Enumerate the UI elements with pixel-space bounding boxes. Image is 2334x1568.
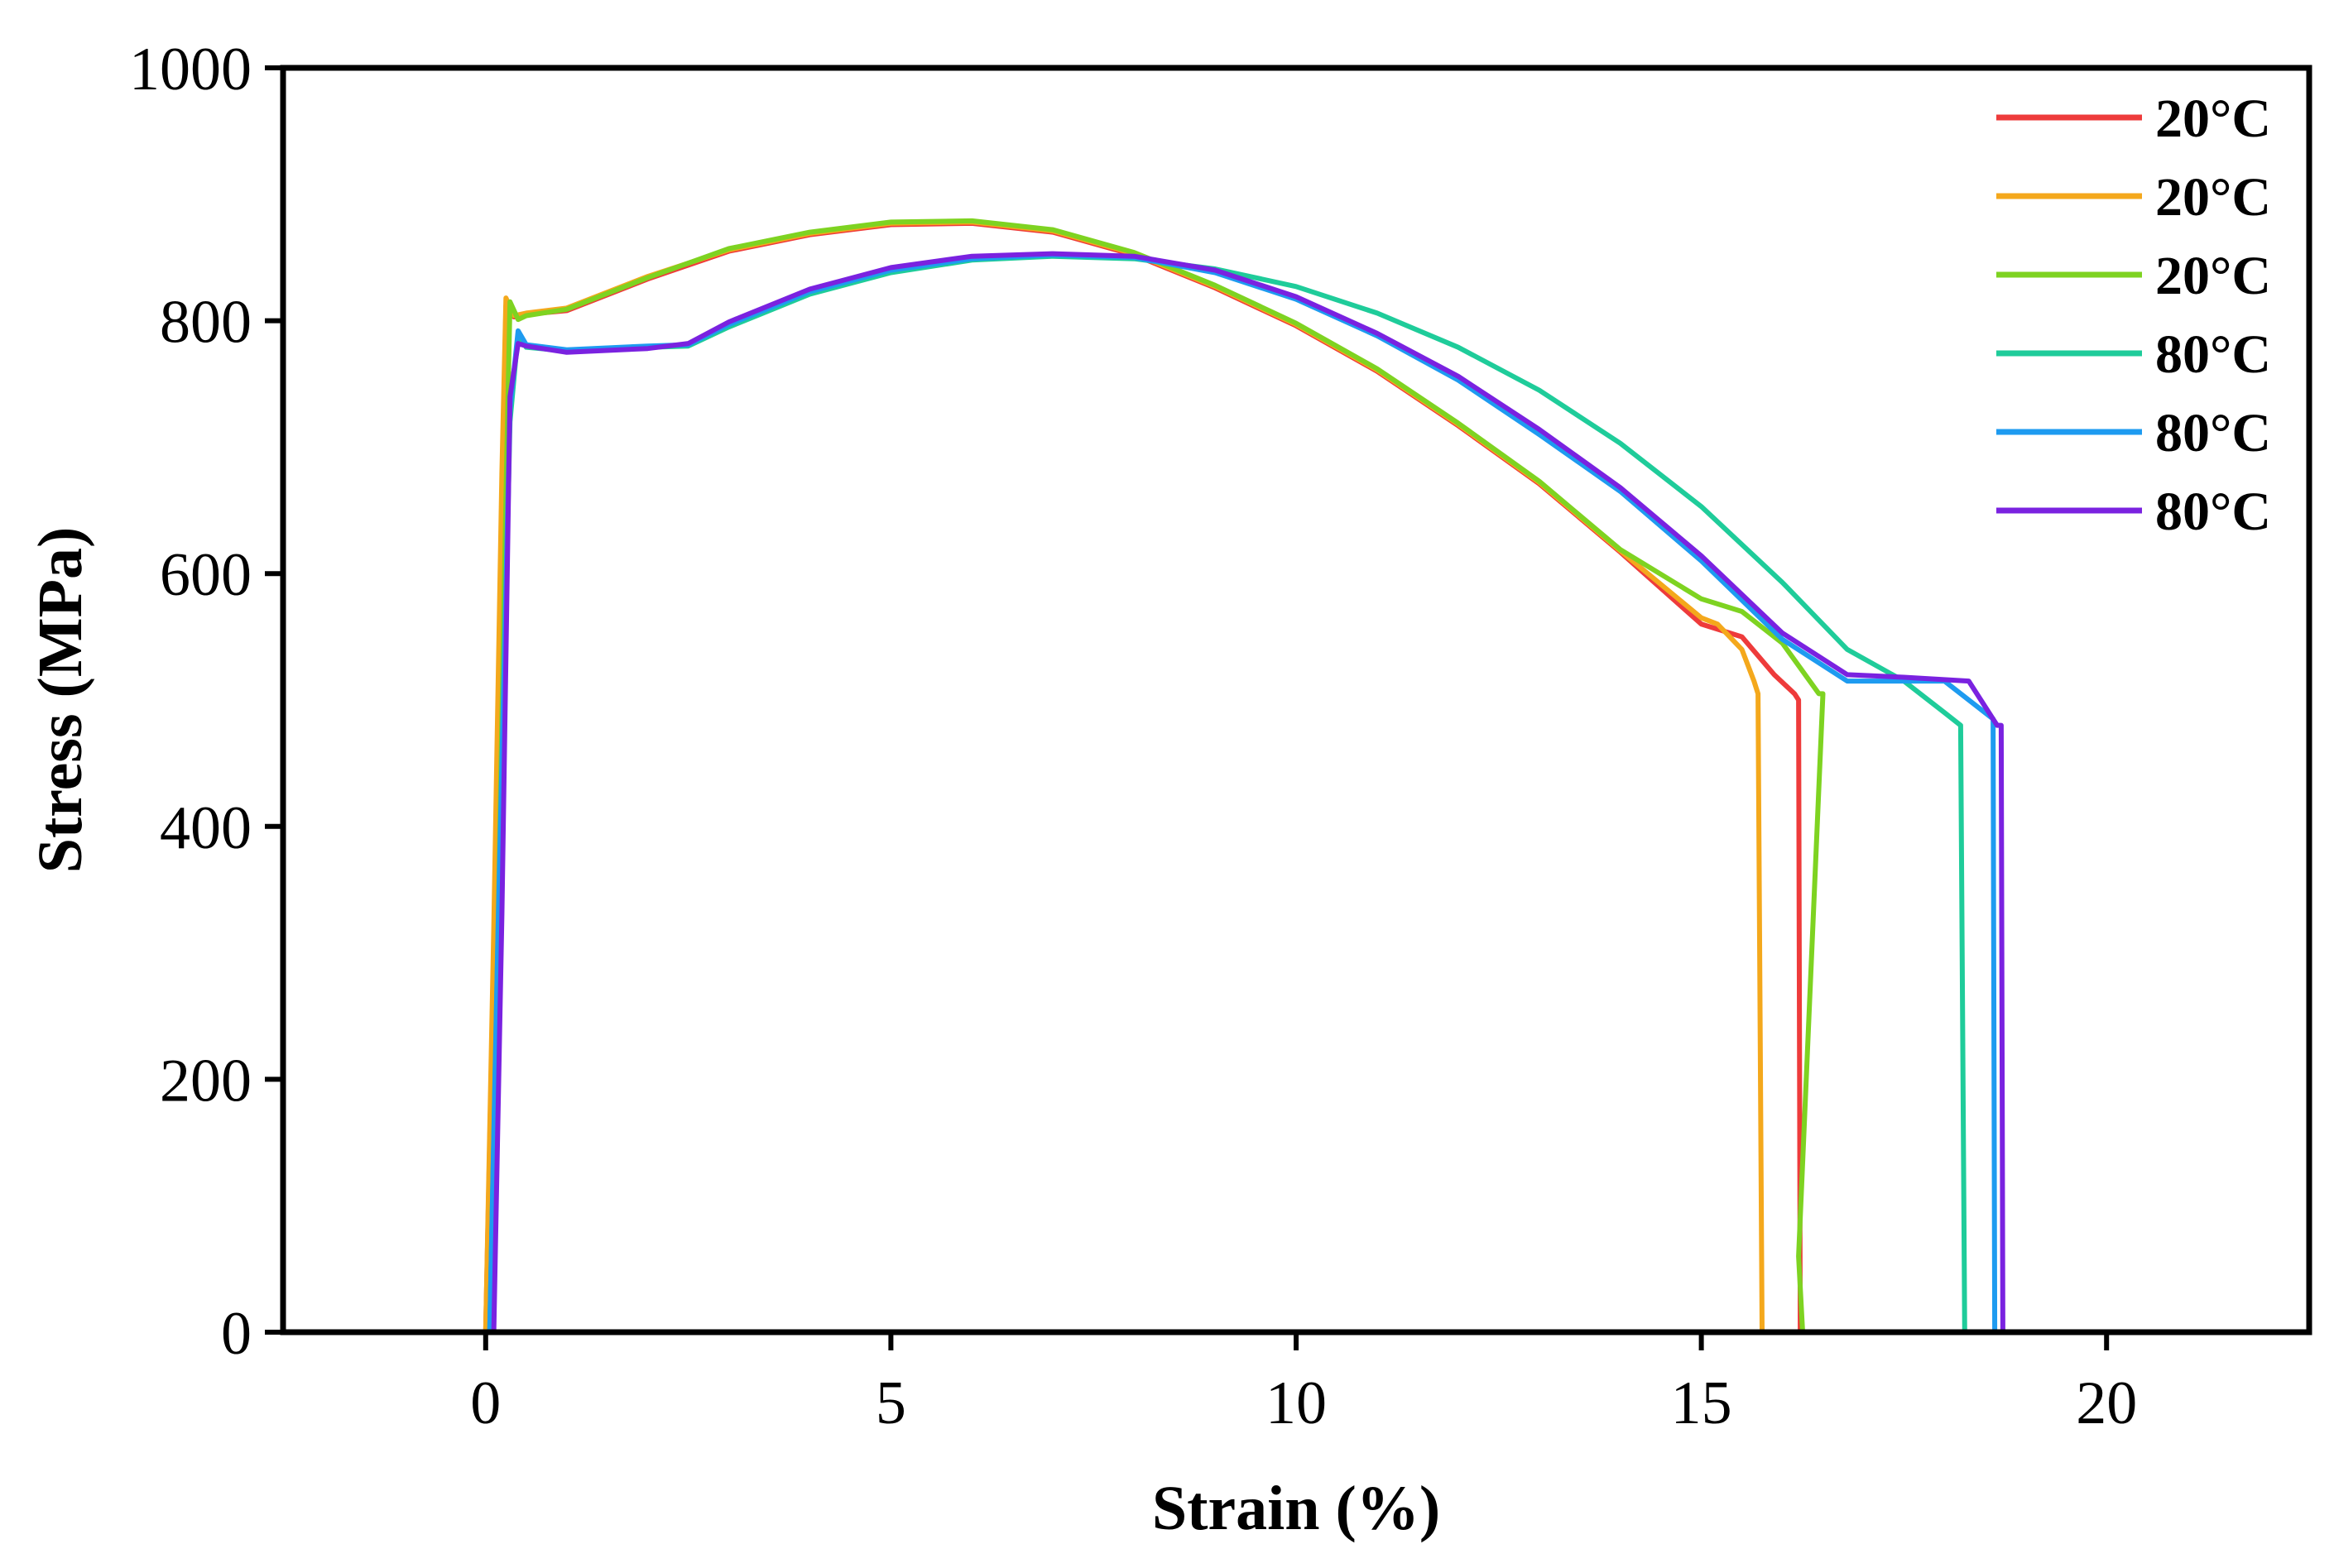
y-tick-label: 1000 — [129, 36, 252, 103]
x-tick-label: 20 — [2076, 1369, 2137, 1437]
legend-label-5: 80°C — [2155, 403, 2271, 463]
legend: 20°C 20°C 20°C 80°C 80°C 80°C — [1996, 89, 2271, 542]
series-line-3 — [487, 218, 1826, 1332]
legend-label-6: 80°C — [2155, 482, 2271, 542]
y-tick-label: 200 — [160, 1047, 252, 1115]
y-tick-label: 600 — [160, 541, 252, 609]
x-tick-label: 15 — [1671, 1369, 1732, 1437]
legend-label-3: 20°C — [2155, 246, 2271, 306]
y-axis-title: Stress (MPa) — [26, 527, 95, 874]
series-layer — [483, 218, 2005, 1332]
x-axis-title: Strain (%) — [1152, 1474, 1440, 1543]
legend-label-1: 20°C — [2155, 89, 2271, 149]
legend-label-4: 80°C — [2155, 324, 2271, 385]
legend-label-2: 20°C — [2155, 167, 2271, 228]
x-tick-label: 10 — [1265, 1369, 1327, 1437]
series-line-6 — [491, 251, 2005, 1332]
x-tick-label: 5 — [876, 1369, 906, 1437]
y-tick-label: 400 — [160, 794, 252, 862]
y-tick-label: 800 — [160, 289, 252, 357]
y-tick-label: 0 — [221, 1300, 252, 1368]
x-tick-label: 0 — [470, 1369, 501, 1437]
